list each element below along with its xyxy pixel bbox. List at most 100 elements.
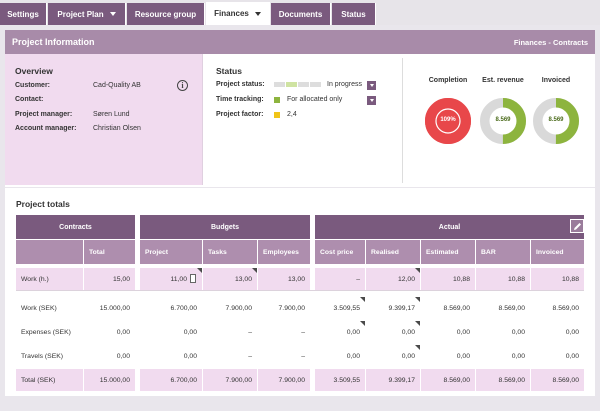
chevron-down-icon[interactable] [254,11,261,16]
cell: 0,00 [366,345,420,367]
progress-segment [310,82,321,87]
col-invoiced: Invoiced [531,240,584,264]
account-manager-label: Account manager: [15,125,77,132]
donut-svg [425,98,579,144]
cell: 0,00 [140,321,202,343]
tab-bar: Settings Project Plan Resource group Fin… [0,0,600,25]
project-status-value: In progress [327,81,363,88]
tab-project-plan[interactable]: Project Plan [48,3,126,25]
project-status-dropdown[interactable] [367,81,376,90]
col-employees: Employees [258,240,310,264]
cell: 0,00 [531,321,584,343]
cell: 0,00 [140,345,202,367]
col-total: Total [84,240,135,264]
chevron-down-icon[interactable] [109,12,116,16]
cell: – [258,345,310,367]
breadcrumb: Finances - Contracts [513,38,588,47]
customer-value: Cad-Quality AB [93,82,141,89]
cell: – [203,345,257,367]
tab-label: Documents [278,9,323,19]
project-factor-label: Project factor: [216,111,264,118]
calculator-icon[interactable] [190,274,196,283]
corner-marker[interactable] [252,268,257,273]
corner-marker[interactable] [415,345,420,350]
donut-value-invoiced: 8.569 [548,117,564,123]
donut-arc [533,98,579,144]
tab-label: Finances [214,9,249,18]
tab-label: Settings [7,9,39,19]
donut-est-revenue [480,98,526,144]
cell: 8.569,00 [531,369,584,391]
col-bar: BAR [476,240,530,264]
edit-pencil-icon[interactable] [570,219,584,233]
cell: 15,00 [84,268,135,290]
corner-marker[interactable] [360,297,365,302]
corner-marker[interactable] [415,321,420,326]
tab-finances[interactable]: Finances [206,2,270,25]
cell: 7.900,00 [258,369,310,391]
cell: 9.399,17 [366,297,420,319]
status-title: Status [216,66,242,76]
project-information-header: Project Information Finances - Contracts [5,30,595,54]
cell: 0,00 [84,345,135,367]
cell: 0,00 [315,321,365,343]
customer-label: Customer: [15,82,51,89]
time-tracking-dropdown[interactable] [367,96,376,105]
cell: 7.900,00 [258,297,310,319]
group-budgets: Budgets [140,215,310,239]
kpi-donuts: Completion Est. revenue Invoiced 109% 8.… [403,54,595,185]
donut-center [542,107,570,135]
status-panel: Status Project status: In progress Time … [204,54,402,185]
cell: 6.700,00 [140,369,202,391]
cell: 8.569,00 [476,369,530,391]
corner-marker[interactable] [360,321,365,326]
cell: 15.000,00 [84,297,135,319]
col-estimated: Estimated [421,240,475,264]
cell: 9.399,17 [366,369,420,391]
divider [402,58,403,183]
cell: 8.569,00 [421,369,475,391]
tab-resource-group[interactable]: Resource group [127,3,205,25]
cell: 0,00 [315,345,365,367]
tab-settings[interactable]: Settings [0,3,47,25]
cell: 3.509,55 [315,369,365,391]
time-tracking-label: Time tracking: [216,96,264,103]
project-manager-value: Søren Lund [93,111,130,118]
tab-status[interactable]: Status [332,3,376,25]
corner-marker[interactable] [197,268,202,273]
cell: 13,00 [203,268,257,290]
cell: – [315,268,365,290]
pencil-icon [573,222,581,230]
col-blank [16,240,83,264]
account-manager-value: Christian Olsen [93,125,141,132]
col-tasks: Tasks [203,240,257,264]
overview-panel: Overview Customer: Cad-Quality AB i Cont… [5,54,203,185]
cell: 6.700,00 [140,297,202,319]
cell: 0,00 [421,321,475,343]
contact-label: Contact: [15,96,44,103]
cell: 3.509,55 [315,297,365,319]
cell: – [203,321,257,343]
divider [16,290,584,291]
corner-marker[interactable] [415,268,420,273]
chevron-down-icon [369,99,374,102]
yellow-status-square [274,112,280,118]
footer-bar [0,397,600,411]
cell: 10,88 [531,268,584,290]
progress-segment [298,82,309,87]
donut-value-est-revenue: 8.569 [495,117,511,123]
cell: 8.569,00 [421,297,475,319]
cell: 0,00 [84,321,135,343]
cell: 0,00 [476,345,530,367]
donut-inner-ring [543,108,569,134]
cell: 8.569,00 [531,297,584,319]
tab-label: Status [341,9,366,19]
cell: 12,00 [366,268,420,290]
donut-arc [480,98,526,144]
cell: 7.900,00 [203,369,257,391]
tab-documents[interactable]: Documents [271,3,331,25]
donut-title-invoiced: Invoiced [541,77,571,84]
row-label-work-sek: Work (SEK) [16,297,83,319]
info-icon[interactable]: i [177,80,188,91]
corner-marker[interactable] [415,297,420,302]
